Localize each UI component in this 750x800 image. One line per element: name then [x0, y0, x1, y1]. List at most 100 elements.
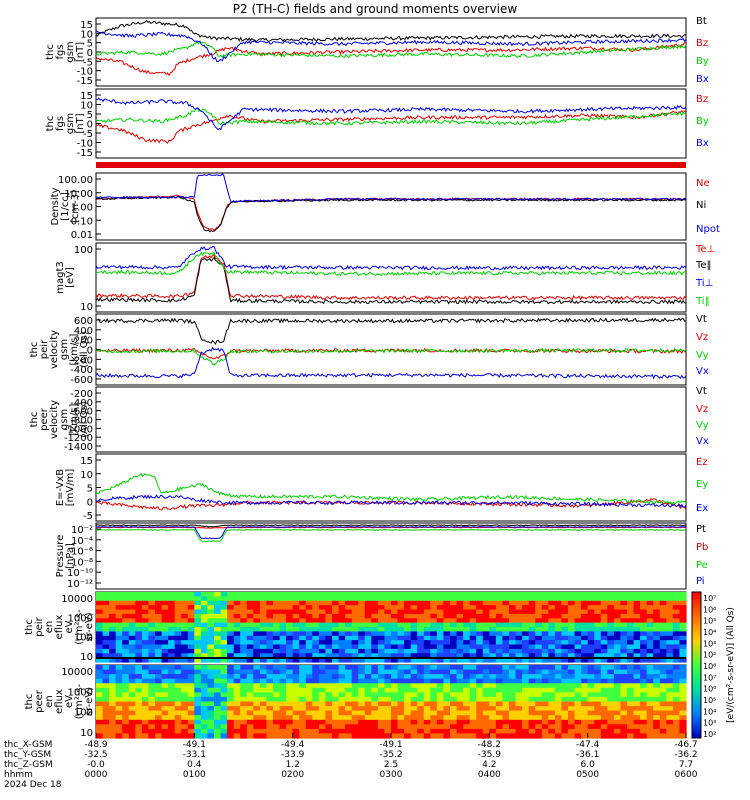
spectrogram-cell — [509, 640, 517, 646]
spectrogram-cell — [259, 627, 268, 632]
spectrogram-cell — [417, 653, 425, 659]
spectrogram-cell — [554, 605, 563, 611]
spectrogram-cell — [482, 733, 490, 739]
spectrogram-cell — [469, 683, 477, 689]
spectrogram-cell — [640, 683, 648, 689]
spectrogram-cell — [148, 596, 156, 602]
spectrogram-cell — [155, 644, 163, 650]
spectrogram-cell — [489, 622, 497, 628]
spectrogram-cell — [148, 657, 156, 663]
spectrogram-cell — [450, 728, 458, 735]
spectrogram-cell — [587, 715, 595, 721]
spectrogram-cell — [450, 733, 458, 739]
spectrogram-cell — [377, 669, 386, 675]
spectrogram-cell — [469, 600, 477, 606]
spectrogram-cell — [233, 648, 241, 654]
y-axis-label: Pressure — [55, 535, 66, 578]
spectrogram-cell — [633, 609, 641, 615]
spectrogram-cell — [600, 631, 608, 637]
spectrogram-cell — [397, 631, 405, 637]
spectrogram-cell — [325, 665, 333, 671]
spectrogram-cell — [155, 618, 163, 624]
spectrogram-cell — [318, 724, 327, 730]
spectrogram-cell — [207, 678, 215, 684]
spectrogram-cell — [548, 669, 556, 675]
spectrogram-cell — [633, 613, 641, 619]
legend-Pe: Pe — [696, 560, 708, 571]
spectrogram-cell — [594, 665, 602, 671]
spectrogram-cell — [200, 631, 209, 637]
spectrogram-cell — [417, 706, 425, 712]
spectrogram-cell — [397, 627, 405, 632]
spectrogram-cell — [581, 600, 589, 606]
spectrogram-cell — [613, 596, 622, 602]
spectrogram-cell — [646, 622, 654, 628]
spectrogram-cell — [351, 592, 359, 597]
colorbar-tick-label: 10³ — [703, 719, 716, 728]
spectrogram-cell — [246, 644, 254, 650]
spectrogram-cell — [633, 728, 641, 735]
spectrogram-cell — [554, 665, 563, 671]
legend-Ne: Ne — [696, 178, 710, 189]
spectrogram-cell — [627, 706, 635, 712]
spectrogram-cell — [495, 635, 504, 641]
spectrogram-cell — [515, 701, 523, 707]
spectrogram-cell — [233, 687, 241, 693]
spectrogram-cell — [587, 665, 595, 671]
spectrogram-cell — [679, 692, 687, 698]
spectrogram-cell — [115, 653, 123, 659]
spectrogram-cell — [187, 715, 195, 721]
spectrogram-cell — [273, 733, 281, 739]
spectrogram-cell — [574, 644, 582, 650]
spectrogram-cell — [115, 622, 123, 628]
spectrogram-cell — [568, 692, 576, 698]
spectrogram-cell — [404, 701, 412, 707]
spectrogram-cell — [410, 701, 418, 707]
spectrogram-cell — [259, 609, 268, 615]
spectrogram-cell — [522, 728, 530, 735]
spectrogram-cell — [417, 710, 425, 716]
spectrogram-cell — [273, 696, 281, 703]
spectrogram-cell — [515, 710, 523, 716]
y-tick-label: 10 — [80, 29, 93, 40]
spectrogram-cell — [122, 710, 130, 716]
spectrogram-cell — [423, 631, 431, 637]
spectrogram-cell — [587, 605, 595, 611]
y-tick-label: 5 — [87, 39, 93, 50]
spectrogram-cell — [666, 657, 674, 663]
spectrogram-cell — [253, 715, 261, 721]
spectrogram-cell — [358, 653, 366, 659]
spectrogram-cell — [495, 600, 504, 606]
spectrogram-cell — [600, 644, 608, 650]
spectrogram-cell — [109, 696, 117, 703]
spectrogram-cell — [351, 683, 359, 689]
spectrogram-cell — [391, 701, 399, 707]
spectrogram-cell — [509, 618, 517, 624]
spectrogram-cell — [161, 640, 169, 646]
spectrogram-cell — [450, 613, 458, 619]
spectrogram-cell — [240, 596, 248, 602]
spectrogram-cell — [666, 683, 674, 689]
spectrogram-cell — [430, 687, 438, 693]
spectrogram-cell — [371, 596, 379, 602]
y-tick-label: 100 — [74, 708, 93, 719]
spectrogram-cell — [423, 715, 431, 721]
spectrogram-cell — [325, 724, 333, 730]
spectrogram-cell — [443, 613, 451, 619]
spectrogram-cell — [161, 710, 169, 716]
spectrogram-cell — [391, 724, 399, 730]
spectrogram-cell — [679, 696, 687, 703]
spectrogram-cell — [312, 683, 320, 689]
spectrogram-cell — [627, 683, 635, 689]
spectrogram-cell — [214, 678, 222, 684]
spectrogram-cell — [358, 622, 366, 628]
spectrogram-cell — [581, 640, 589, 646]
spectrogram-cell — [266, 696, 274, 703]
spectrogram-cell — [568, 728, 576, 735]
spectrogram-cell — [646, 692, 654, 698]
spectrogram-cell — [495, 657, 504, 663]
spectrogram-cell — [155, 627, 163, 632]
spectrogram-cell — [620, 648, 628, 654]
spectrogram-cell — [246, 600, 254, 606]
spectrogram-cell — [600, 728, 608, 735]
